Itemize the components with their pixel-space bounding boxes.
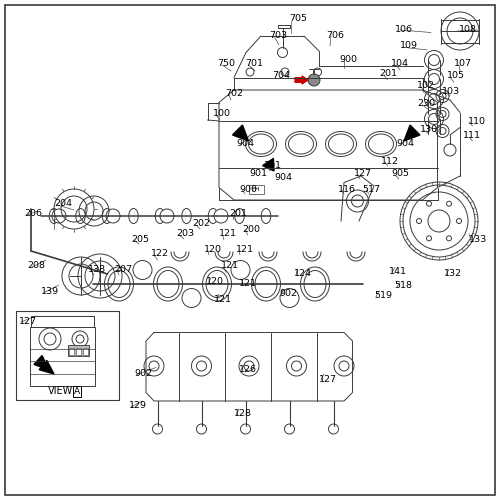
Text: 705: 705 [289,14,307,23]
Text: 207: 207 [114,264,132,274]
Text: 904: 904 [396,140,414,148]
Text: 701: 701 [245,60,263,68]
Text: 201: 201 [229,210,247,218]
Text: 126: 126 [239,364,257,374]
Text: 127: 127 [19,316,37,326]
Text: 112: 112 [381,156,399,166]
Text: 519: 519 [374,292,392,300]
Text: 904: 904 [236,140,254,148]
Text: VIEW: VIEW [48,386,73,396]
Text: 127: 127 [354,170,372,178]
FancyArrow shape [295,76,308,84]
Text: 121: 121 [239,280,257,288]
Text: 101: 101 [264,162,282,170]
Text: 706: 706 [326,30,344,40]
Text: 120: 120 [204,244,222,254]
Bar [83,348,88,355]
Bar [249,185,264,194]
Text: 121: 121 [221,262,239,270]
Text: 901: 901 [249,170,267,178]
Text: 200: 200 [242,224,260,234]
Text: 122: 122 [151,250,169,258]
Text: 121: 121 [214,294,232,304]
Text: 205: 205 [131,234,149,244]
Text: 900: 900 [239,184,257,194]
Text: 103: 103 [442,86,460,96]
Text: 102: 102 [416,82,434,90]
Text: 202: 202 [192,220,210,228]
Text: 116: 116 [338,184,355,194]
Text: 100: 100 [212,110,230,118]
Text: 204: 204 [54,200,72,208]
Bar [76,348,81,355]
Text: 120: 120 [206,276,224,285]
Text: 203: 203 [176,230,194,238]
Text: 206: 206 [24,210,42,218]
Circle shape [160,209,174,223]
Text: 110: 110 [468,116,485,126]
Circle shape [52,209,66,223]
Polygon shape [39,360,54,374]
Text: 902: 902 [134,370,152,378]
Text: 128: 128 [234,410,252,418]
Text: 104: 104 [391,60,409,68]
Text: FH: FH [251,187,260,192]
Text: 517: 517 [362,184,380,194]
Text: 130: 130 [420,124,438,134]
Bar [16,311,118,400]
Polygon shape [232,125,248,141]
Circle shape [308,74,320,86]
Bar [69,348,74,355]
Text: 132: 132 [444,270,462,278]
Text: 139: 139 [41,286,59,296]
Text: 702: 702 [225,90,243,98]
Text: 905: 905 [392,170,409,178]
Text: 138: 138 [88,264,106,274]
Bar [68,345,88,356]
Text: A: A [74,387,80,396]
Text: 900: 900 [339,54,357,64]
Text: 121: 121 [236,244,254,254]
Polygon shape [262,158,274,171]
Text: 201: 201 [379,70,397,78]
Text: 111: 111 [462,132,480,140]
Circle shape [106,209,120,223]
Text: 121: 121 [219,230,237,238]
Text: 127: 127 [319,374,337,384]
Text: 750: 750 [217,60,235,68]
Bar [30,327,95,386]
Text: 107: 107 [454,60,472,68]
Text: 141: 141 [389,266,407,276]
Text: 109: 109 [400,42,418,50]
Text: 704: 704 [272,70,290,80]
Circle shape [214,209,228,223]
Text: 703: 703 [269,30,287,40]
Text: 902: 902 [279,290,297,298]
Text: 518: 518 [394,282,412,290]
Polygon shape [34,356,49,370]
Text: 105: 105 [446,72,464,80]
Polygon shape [404,125,420,141]
Text: 208: 208 [28,262,46,270]
Text: 904: 904 [274,173,292,182]
Text: 133: 133 [469,234,487,244]
Text: 129: 129 [129,402,147,410]
Text: 230: 230 [418,100,436,108]
Text: 124: 124 [294,270,312,278]
Text: 108: 108 [459,26,477,35]
Text: 106: 106 [395,24,413,34]
